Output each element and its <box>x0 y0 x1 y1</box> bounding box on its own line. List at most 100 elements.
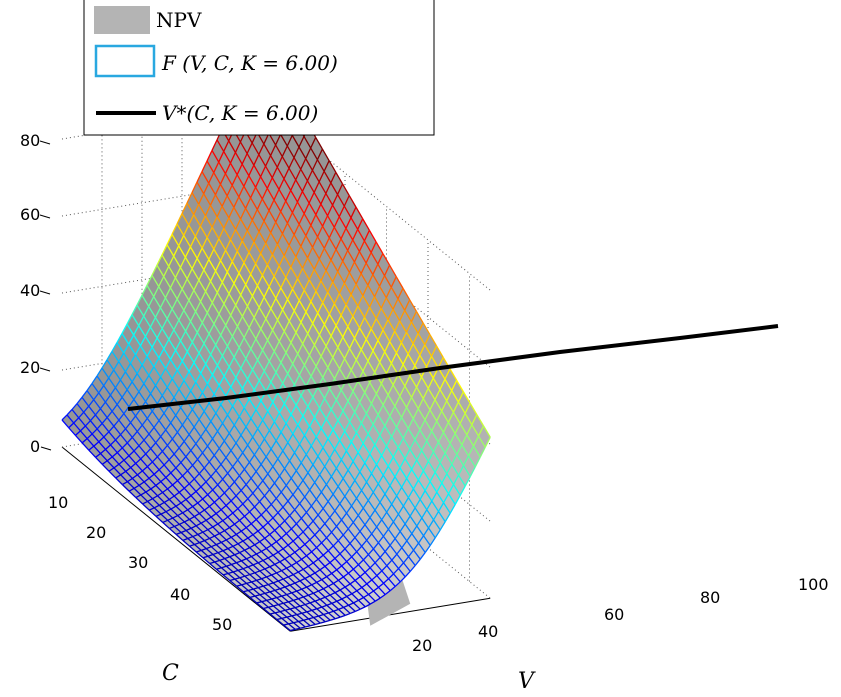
mesh-line-v <box>218 385 227 397</box>
mesh-line-c <box>344 421 351 432</box>
mesh-line-v <box>317 386 326 399</box>
mesh-line-c <box>251 553 257 558</box>
surface-patch <box>194 542 207 551</box>
mesh-line-c <box>223 293 230 305</box>
mesh-line-v <box>258 380 267 392</box>
mesh-line-c <box>164 287 172 299</box>
mesh-line-v <box>362 295 371 308</box>
mesh-line-v <box>321 225 330 239</box>
surface-patch <box>298 531 310 545</box>
mesh-line-c <box>354 530 361 539</box>
mesh-line-c <box>272 551 279 556</box>
mesh-line-c <box>330 325 337 337</box>
mesh-line-c <box>230 442 237 451</box>
mesh-line-c <box>241 582 247 586</box>
mesh-line-v <box>296 614 304 621</box>
mesh-line-v <box>96 375 105 386</box>
mesh-line-c <box>311 236 319 248</box>
mesh-line-v <box>133 450 142 460</box>
surface-patch <box>408 550 421 566</box>
mesh-line-c <box>220 505 227 511</box>
mesh-line-v <box>467 455 476 468</box>
mesh-line-v <box>320 203 329 216</box>
mesh-line-v <box>360 273 369 286</box>
mesh-line-v <box>183 380 192 392</box>
mesh-line-c <box>413 542 420 551</box>
mesh-line-c <box>227 466 234 474</box>
mesh-line-v <box>349 583 358 592</box>
option-value-mesh <box>61 44 491 632</box>
surface-patch <box>214 560 227 568</box>
surface-patch <box>160 477 173 489</box>
mesh-line-v <box>201 322 210 335</box>
mesh-line-c <box>337 478 344 487</box>
mesh-line-v <box>161 328 170 340</box>
mesh-line-c <box>315 203 322 215</box>
mesh-line-v <box>436 491 445 504</box>
mesh-line-v <box>338 216 347 229</box>
mesh-line-c <box>292 536 299 542</box>
mesh-line-v <box>309 539 318 548</box>
surface-patch <box>142 418 154 435</box>
mesh-line-v <box>275 297 284 311</box>
mesh-line-v <box>295 404 304 417</box>
mesh-line-v <box>283 255 292 268</box>
surface-patch <box>211 544 223 553</box>
mesh-line-c <box>352 229 359 241</box>
mesh-line-c <box>91 375 98 384</box>
mesh-line-c <box>419 419 426 431</box>
mesh-line-c <box>298 364 305 376</box>
mesh-line-v <box>272 582 281 590</box>
mesh-line-c <box>375 307 382 319</box>
mesh-line-v <box>434 399 443 412</box>
mesh-line-c <box>293 146 300 158</box>
mesh-line-v <box>211 302 220 315</box>
mesh-line-c <box>355 273 362 285</box>
mesh-line-c <box>301 611 308 614</box>
mesh-line-v <box>429 334 438 347</box>
mesh-line-v <box>431 500 440 512</box>
mesh-line-c <box>316 148 324 160</box>
mesh-line-v <box>215 544 224 552</box>
mesh-line-v <box>169 287 178 300</box>
mesh-line-v <box>205 548 214 555</box>
mesh-line-v <box>223 303 232 316</box>
surface-patch <box>355 576 367 588</box>
mesh-line-v <box>269 534 277 543</box>
mesh-line-v <box>288 393 297 406</box>
surface-patch <box>313 559 325 570</box>
mesh-line-c <box>419 344 426 356</box>
mesh-line-c <box>253 307 260 318</box>
mesh-line-v <box>351 505 359 516</box>
mesh-line-v <box>86 438 95 447</box>
mesh-line-v <box>387 319 396 332</box>
mesh-line-c <box>292 424 299 435</box>
mesh-line-c <box>305 147 312 159</box>
mesh-line-c <box>338 606 344 610</box>
mesh-line-v <box>342 478 351 489</box>
mesh-line-c <box>203 182 210 194</box>
mesh-line-v <box>211 226 220 240</box>
mesh-line-c <box>163 339 170 350</box>
mesh-line-v <box>342 534 351 544</box>
mesh-line-v <box>292 433 301 445</box>
surface-patch <box>237 541 250 551</box>
mesh-line-c <box>189 516 195 520</box>
mesh-line-c <box>352 305 359 317</box>
mesh-line-v <box>375 464 384 476</box>
mesh-line-c <box>209 270 217 282</box>
mesh-line-v <box>272 401 280 414</box>
mesh-line-c <box>174 340 182 351</box>
mesh-line-c <box>412 333 419 345</box>
mesh-line-v <box>302 568 311 577</box>
mesh-line-v <box>163 464 172 474</box>
surface-patch <box>228 571 240 580</box>
mesh-line-c <box>188 289 195 301</box>
mesh-line-v <box>116 404 125 415</box>
mesh-line-c <box>203 402 210 412</box>
mesh-line-v <box>207 529 216 537</box>
mesh-line-c <box>185 450 192 458</box>
x-tick-label: 80 <box>700 588 720 607</box>
surface-patch <box>331 569 344 581</box>
mesh-line-c <box>387 521 394 530</box>
